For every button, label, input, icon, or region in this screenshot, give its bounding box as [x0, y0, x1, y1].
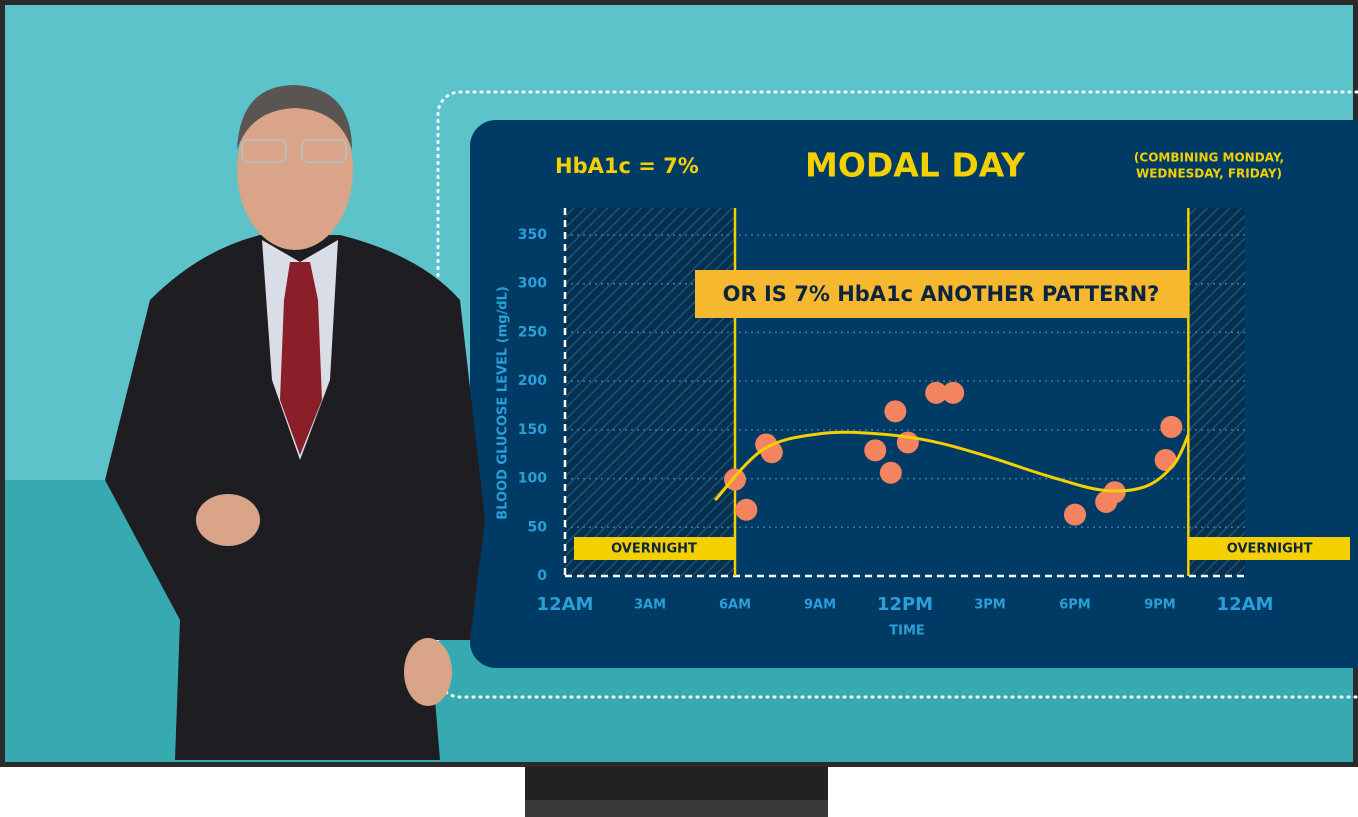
y-tick-label: 250: [518, 324, 547, 340]
overnight-label: OVERNIGHT: [611, 542, 697, 557]
data-point: [925, 381, 948, 404]
y-tick-label: 50: [528, 519, 548, 535]
annotation-box: [695, 270, 1188, 318]
annotation: OR IS 7% HbA1c ANOTHER PATTERN?: [723, 282, 1160, 306]
x-tick-label: 12PM: [877, 594, 933, 615]
tie: [280, 262, 322, 455]
subtitle: WEDNESDAY, FRIDAY): [1136, 167, 1282, 181]
y-tick-label: 100: [518, 471, 547, 487]
y-tick-label: 0: [537, 568, 547, 584]
overnight-band: [1189, 537, 1350, 560]
hand: [196, 494, 260, 546]
overnight-label: OVERNIGHT: [1227, 542, 1313, 557]
x-axis-label: TIME: [889, 624, 925, 639]
hair: [237, 85, 352, 150]
x-tick-label: 3AM: [634, 598, 666, 613]
y-axis-label: BLOOD GLUCOSE LEVEL (mg/dL): [496, 286, 511, 520]
x-tick-label: 9AM: [804, 598, 836, 613]
y-tick-label: 300: [518, 276, 547, 292]
y-tick-label: 350: [518, 227, 547, 243]
hand: [404, 638, 452, 706]
y-tick-label: 200: [518, 373, 547, 389]
overnight-band: [574, 537, 734, 560]
data-point: [1064, 503, 1086, 526]
x-tick-label: 3PM: [974, 598, 1006, 613]
presenter: [105, 85, 485, 760]
data-point: [879, 461, 902, 484]
data-point: [864, 439, 887, 462]
glasses: [241, 139, 287, 163]
glasses: [301, 139, 347, 163]
suit: [105, 235, 485, 760]
chart: 0 50 100 150 200 250 300 350 OVERNIGHT OVERNIGHT 1…: [496, 146, 1350, 639]
corner-label: HbA1c = 7%: [555, 154, 699, 178]
data-point: [942, 381, 965, 404]
x-tick-label: 12AM: [537, 594, 594, 615]
data-point: [1154, 449, 1177, 472]
overnight-hatch: [565, 208, 735, 576]
y-tick-label: 150: [518, 422, 547, 438]
overnight-hatch: [1188, 208, 1245, 576]
x-tick-label: 9PM: [1144, 598, 1176, 613]
data-point: [1160, 415, 1183, 438]
x-tick-label: 6AM: [719, 598, 751, 613]
x-tick-label: 12AM: [1217, 594, 1274, 615]
x-tick-label: 6PM: [1059, 598, 1091, 613]
subtitle: (COMBINING MONDAY,: [1134, 151, 1284, 165]
tv-stand-base: [525, 800, 828, 817]
chart-title: MODAL DAY: [805, 146, 1026, 185]
trend-line: [714, 430, 1190, 502]
head: [237, 90, 353, 250]
data-point: [735, 498, 758, 521]
data-point: [884, 400, 907, 423]
